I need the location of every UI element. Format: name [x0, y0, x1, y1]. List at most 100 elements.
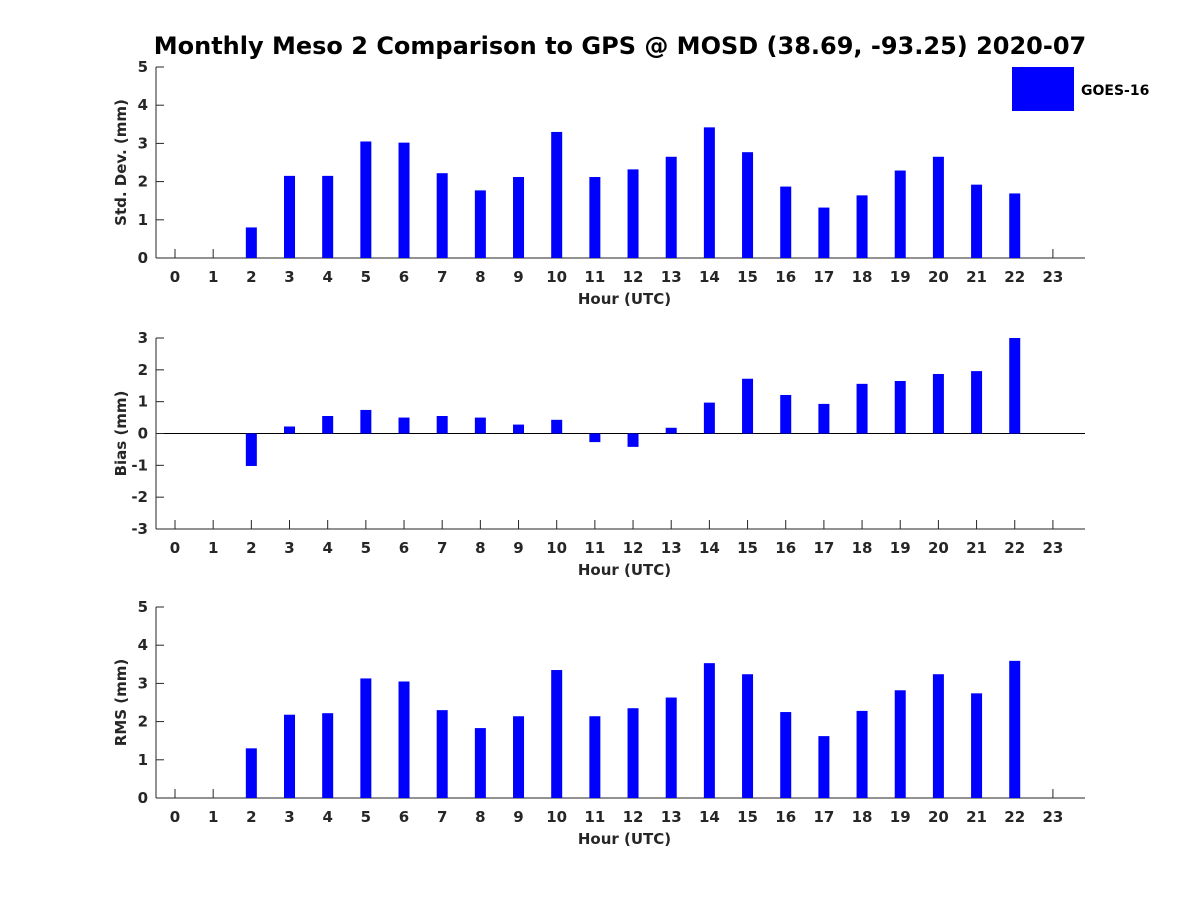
x-tick-label: 0 [170, 268, 180, 286]
bar [665, 156, 677, 258]
bar [818, 207, 830, 258]
bar [513, 716, 525, 798]
x-tick-label: 20 [928, 539, 949, 557]
bar [589, 433, 601, 443]
x-tick-label: 2 [246, 539, 256, 557]
bar [551, 670, 563, 798]
y-axis-label: RMS (mm) [112, 659, 130, 746]
x-tick-label: 0 [170, 808, 180, 826]
bar [856, 710, 868, 798]
y-tick-label: 2 [138, 361, 148, 379]
y-tick-label: 2 [138, 713, 148, 731]
x-axis-label: Hour (UTC) [578, 561, 671, 579]
y-tick-label: 0 [138, 789, 148, 807]
bar [742, 674, 754, 798]
bar [742, 152, 754, 258]
bar [245, 433, 257, 466]
x-tick-label: 10 [546, 808, 567, 826]
bar [398, 142, 410, 258]
x-tick-label: 8 [475, 808, 485, 826]
x-tick-label: 9 [513, 539, 523, 557]
bar [398, 417, 410, 434]
bar [932, 373, 944, 434]
x-tick-label: 4 [322, 268, 332, 286]
x-tick-label: 15 [737, 268, 758, 286]
bar [284, 714, 296, 798]
x-tick-label: 4 [322, 539, 332, 557]
bar [322, 415, 334, 434]
bar [703, 127, 715, 258]
x-tick-label: 19 [890, 539, 911, 557]
bar [665, 697, 677, 798]
x-tick-label: 16 [775, 808, 796, 826]
y-tick-label: -3 [131, 520, 148, 538]
x-tick-label: 2 [246, 268, 256, 286]
bar [627, 708, 639, 798]
bar [780, 712, 792, 798]
bar [474, 190, 486, 258]
bar [360, 678, 372, 798]
x-tick-label: 15 [737, 539, 758, 557]
y-tick-label: 4 [138, 96, 148, 114]
bar [284, 426, 296, 434]
bar [551, 419, 563, 434]
x-tick-label: 23 [1042, 268, 1063, 286]
bar [971, 184, 983, 258]
bar [818, 403, 830, 434]
x-tick-label: 16 [775, 268, 796, 286]
bar [856, 383, 868, 434]
x-tick-label: 14 [699, 808, 720, 826]
x-tick-label: 7 [437, 808, 447, 826]
bar [436, 415, 448, 434]
x-tick-label: 22 [1004, 539, 1025, 557]
bar [360, 409, 372, 434]
bar [513, 177, 525, 258]
y-tick-label: 2 [138, 173, 148, 191]
x-tick-label: 13 [661, 268, 682, 286]
x-tick-label: 13 [661, 539, 682, 557]
bar [780, 186, 792, 258]
bar [1009, 193, 1021, 258]
bar [474, 417, 486, 434]
x-tick-label: 1 [208, 539, 218, 557]
x-tick-label: 18 [852, 268, 873, 286]
y-tick-label: 0 [138, 249, 148, 267]
x-tick-label: 1 [208, 808, 218, 826]
bar [360, 141, 372, 258]
x-tick-label: 23 [1042, 539, 1063, 557]
x-tick-label: 3 [284, 268, 294, 286]
bar [513, 424, 525, 434]
bar [742, 378, 754, 434]
x-tick-label: 6 [399, 808, 409, 826]
x-tick-label: 10 [546, 539, 567, 557]
bar [665, 427, 677, 434]
x-tick-label: 0 [170, 539, 180, 557]
x-tick-label: 9 [513, 268, 523, 286]
x-tick-label: 11 [584, 808, 605, 826]
bar [971, 693, 983, 798]
x-tick-label: 14 [699, 268, 720, 286]
y-tick-label: 3 [138, 329, 148, 347]
y-tick-label: 1 [138, 211, 148, 229]
bar [589, 177, 601, 258]
x-tick-label: 22 [1004, 808, 1025, 826]
x-tick-label: 13 [661, 808, 682, 826]
x-axis-label: Hour (UTC) [578, 290, 671, 308]
x-tick-label: 16 [775, 539, 796, 557]
bar [436, 710, 448, 798]
y-tick-label: 4 [138, 636, 148, 654]
x-tick-label: 5 [361, 268, 371, 286]
x-tick-label: 15 [737, 808, 758, 826]
bar [398, 681, 410, 798]
bar [1009, 660, 1021, 798]
x-tick-label: 18 [852, 539, 873, 557]
chart-title: Monthly Meso 2 Comparison to GPS @ MOSD … [154, 32, 1087, 60]
bar [245, 748, 257, 798]
bar [703, 663, 715, 798]
x-axis-label: Hour (UTC) [578, 830, 671, 848]
x-tick-label: 7 [437, 268, 447, 286]
x-tick-label: 21 [966, 268, 987, 286]
